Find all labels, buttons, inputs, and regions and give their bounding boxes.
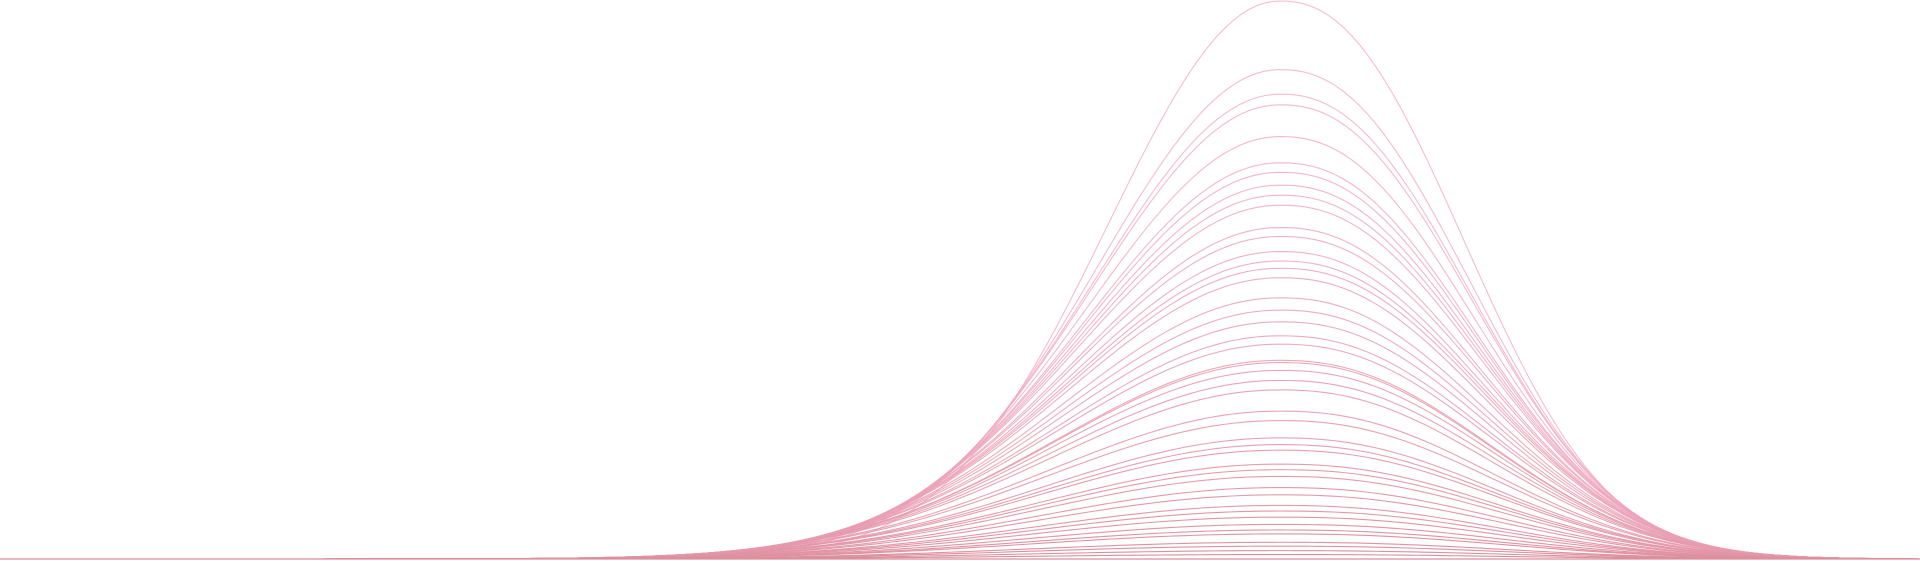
wave-lines-graphic (0, 0, 1920, 561)
wave-lines-group (0, 1, 1920, 560)
